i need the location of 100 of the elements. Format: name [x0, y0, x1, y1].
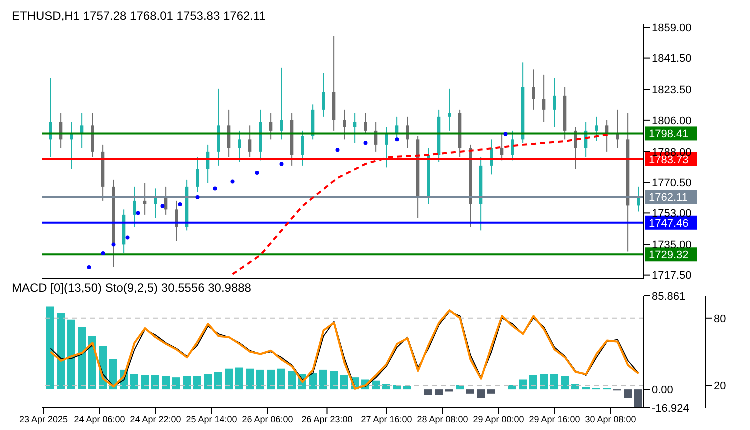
ref-line-label: 1747.46	[649, 218, 689, 230]
x-tick-label: 28 Apr 08:00	[417, 414, 468, 424]
bar	[530, 375, 538, 390]
bar	[130, 374, 138, 390]
bar	[246, 368, 254, 390]
bar	[162, 376, 170, 390]
point	[112, 242, 116, 247]
candlestick	[70, 122, 74, 170]
bar	[330, 371, 338, 390]
bar	[183, 376, 191, 390]
y-tick-label: -16.924	[652, 402, 690, 415]
bar	[582, 387, 590, 390]
y-tick-label: 85.861	[652, 290, 686, 303]
bar	[488, 390, 496, 394]
candlestick	[595, 116, 598, 142]
point	[178, 202, 182, 206]
point	[504, 132, 508, 136]
candlestick	[511, 130, 514, 162]
candlestick	[238, 130, 242, 163]
candlestick	[248, 125, 252, 158]
candlestick	[448, 88, 452, 132]
ref-line-label: 1762.11	[649, 192, 688, 204]
candlestick	[354, 112, 357, 144]
bar	[141, 375, 149, 390]
point	[213, 186, 218, 191]
candlestick	[322, 72, 326, 118]
candlestick	[280, 67, 284, 140]
bar	[382, 384, 390, 390]
bar	[278, 368, 286, 390]
y2-tick-label: 80	[714, 313, 726, 326]
bar	[435, 390, 443, 396]
bar	[57, 313, 65, 390]
ref-line-label: 1798.41	[649, 128, 689, 141]
x-tick-label: 29 Apr 16:00	[529, 414, 580, 424]
candlestick	[270, 112, 273, 140]
y-tick-label: 1823.50	[652, 84, 692, 97]
y-tick-label: 1806.00	[652, 115, 692, 128]
x-tick-label: 25 Apr 14:00	[186, 414, 238, 424]
bar	[624, 390, 632, 398]
bar	[68, 320, 76, 390]
bar	[256, 370, 264, 390]
bar	[466, 390, 474, 394]
candlestick	[385, 126, 388, 168]
candlestick	[532, 69, 536, 110]
x-tick-label: 30 Apr 08:00	[585, 414, 636, 424]
point	[395, 138, 400, 142]
point	[255, 170, 260, 175]
chart-title: MACD [0](13,50) Sto(9,2,5) 30.5556 30.9888	[12, 281, 252, 295]
point	[336, 148, 340, 152]
x-tick-label: 24 Apr 06:00	[74, 414, 126, 424]
bar	[550, 374, 558, 390]
bar	[236, 368, 244, 390]
y-tick-label: 0.00	[652, 384, 674, 396]
bar	[267, 370, 275, 390]
x-tick-label: 24 Apr 22:00	[130, 414, 182, 424]
x-tick-label: 23 Apr 2025	[19, 414, 68, 424]
bar	[372, 380, 380, 390]
bar	[288, 371, 296, 390]
point	[364, 141, 368, 146]
point	[160, 204, 165, 208]
y2-tick-label: 20	[714, 380, 726, 393]
y-tick-label: 1770.50	[652, 177, 692, 190]
point	[126, 236, 130, 240]
bar	[540, 374, 548, 390]
y-tick-label: 1841.50	[652, 53, 692, 66]
candlestick	[553, 78, 556, 128]
bar	[340, 375, 348, 390]
point	[280, 162, 284, 166]
point	[230, 180, 235, 184]
bar	[320, 370, 328, 390]
candlestick	[196, 156, 200, 193]
candlestick	[542, 74, 546, 123]
chart-title: ETHUSD,H1 1757.28 1768.01 1753.83 1762.11	[12, 9, 266, 23]
bar	[172, 378, 180, 390]
x-tick-label: 29 Apr 00:00	[473, 414, 524, 424]
x-tick-label: 27 Apr 16:00	[361, 414, 412, 424]
y-tick-label: 1717.50	[652, 270, 692, 282]
point	[136, 211, 140, 216]
candlestick	[616, 109, 620, 149]
bar	[152, 375, 160, 390]
bar	[194, 376, 202, 390]
x-tick-label: 26 Apr 06:00	[242, 414, 294, 424]
point	[196, 195, 200, 200]
y-tick-label: 1859.00	[652, 22, 692, 35]
candlestick	[301, 130, 304, 166]
point	[87, 265, 92, 270]
bar	[572, 384, 580, 390]
ref-line-label: 1729.32	[649, 250, 689, 262]
bar	[424, 390, 432, 396]
bar	[46, 306, 54, 390]
bar	[78, 327, 86, 390]
bar	[519, 380, 527, 390]
point	[101, 251, 106, 256]
bar	[110, 359, 118, 390]
candlestick	[144, 182, 147, 216]
bar	[404, 386, 412, 390]
bar	[225, 368, 233, 390]
bar	[214, 372, 222, 390]
bar	[477, 390, 485, 398]
candlestick	[364, 112, 368, 135]
